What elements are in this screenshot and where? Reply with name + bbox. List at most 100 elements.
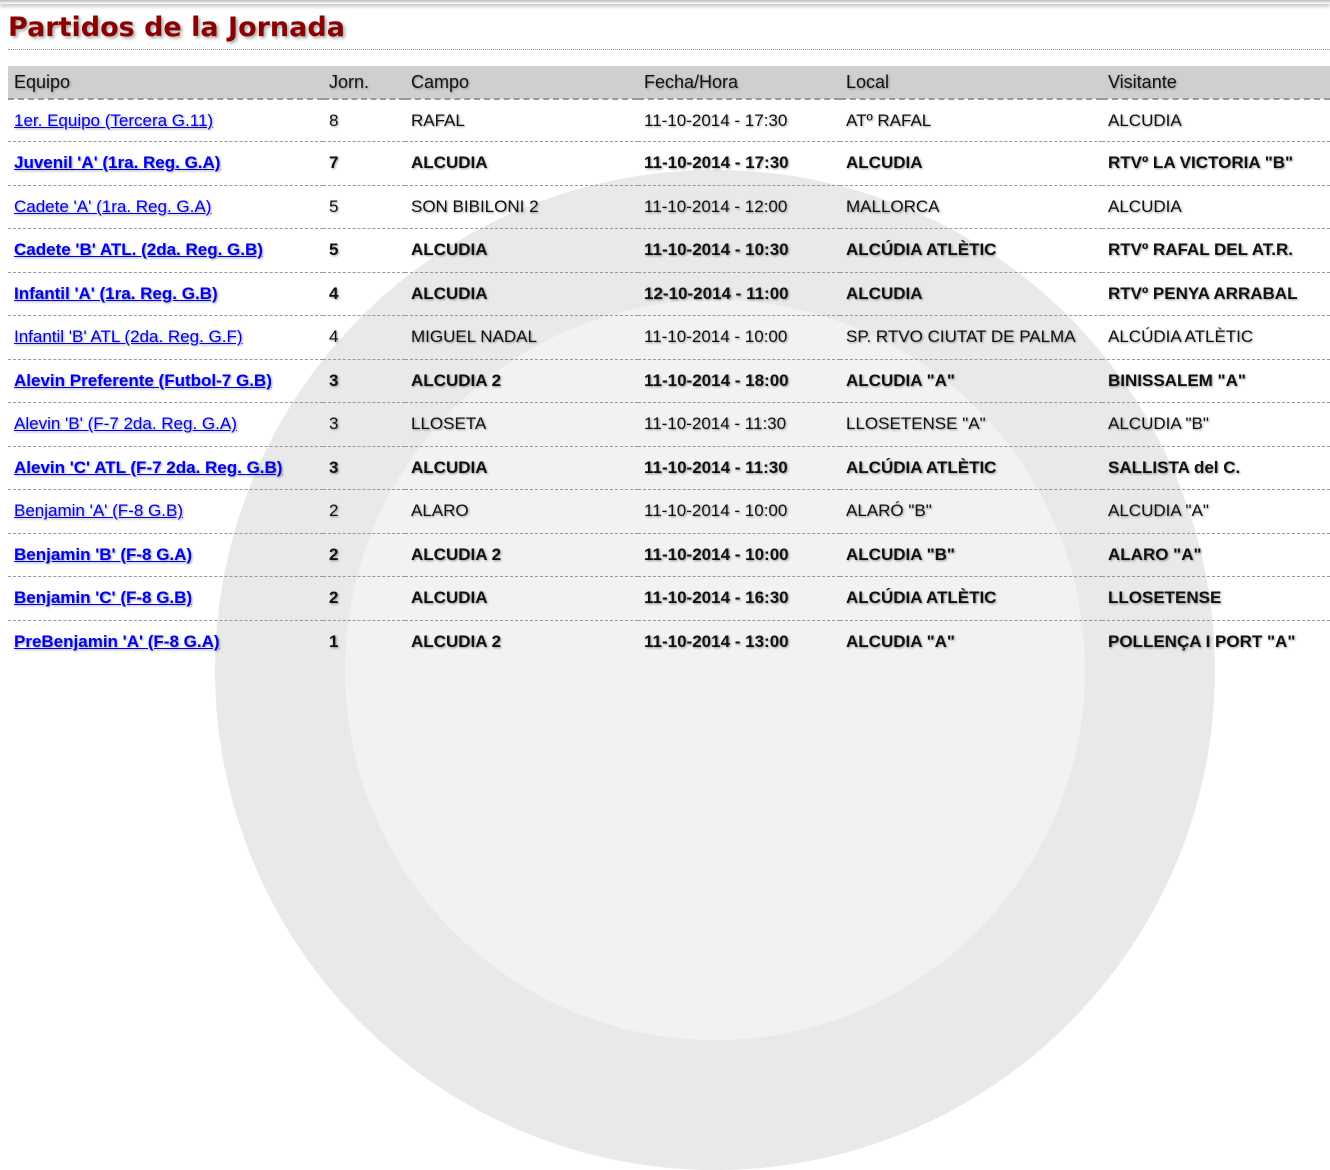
team-link[interactable]: PreBenjamin 'A' (F-8 G.A) bbox=[14, 631, 220, 651]
cell-equipo: Benjamin 'B' (F-8 G.A) bbox=[8, 532, 323, 577]
cell-campo: ALCUDIA bbox=[405, 228, 638, 272]
page-title: Partidos de la Jornada bbox=[8, 12, 345, 43]
cell-jorn: 2 bbox=[323, 532, 405, 577]
cell-campo: ALCUDIA bbox=[405, 576, 638, 620]
team-link[interactable]: Alevin 'C' ATL (F-7 2da. Reg. G.B) bbox=[14, 457, 283, 477]
cell-fecha: 11-10-2014 - 10:00 bbox=[638, 532, 840, 577]
cell-fecha: 11-10-2014 - 18:00 bbox=[638, 358, 840, 403]
cell-local: ALCÚDIA ATLÈTIC bbox=[840, 228, 1102, 272]
table-row: Alevin Preferente (Futbol-7 G.B) 3 ALCUDIA… bbox=[8, 358, 1330, 403]
cell-equipo: Infantil 'B' ATL (2da. Reg. G.F) bbox=[8, 315, 323, 359]
cell-visitante: ALCUDIA "B" bbox=[1102, 402, 1330, 446]
table-row: Benjamin 'C' (F-8 G.B) 2 ALCUDIA 11-10-2014… bbox=[8, 576, 1330, 620]
cell-campo: ALARO bbox=[405, 489, 638, 533]
table-row: PreBenjamin 'A' (F-8 G.A) 1 ALCUDIA 2 11-10… bbox=[8, 619, 1330, 663]
cell-visitante: RTVº LA VICTORIA "B" bbox=[1102, 141, 1330, 185]
cell-visitante: ALCUDIA bbox=[1102, 184, 1330, 229]
cell-fecha: 12-10-2014 - 11:00 bbox=[638, 271, 840, 316]
table-row: Cadete 'B' ATL. (2da. Reg. G.B) 5 ALCUDIA 1… bbox=[8, 228, 1330, 272]
cell-campo: LLOSETA bbox=[405, 402, 638, 446]
team-link[interactable]: 1er. Equipo (Tercera G.11) bbox=[14, 110, 214, 130]
cell-campo: ALCUDIA 2 bbox=[405, 619, 638, 663]
cell-local: ALCUDIA "B" bbox=[840, 532, 1102, 577]
table-row: Infantil 'A' (1ra. Reg. G.B) 4 ALCUDIA 12-1… bbox=[8, 271, 1330, 316]
cell-equipo: Alevin 'B' (F-7 2da. Reg. G.A) bbox=[8, 402, 323, 446]
cell-equipo: Infantil 'A' (1ra. Reg. G.B) bbox=[8, 271, 323, 316]
cell-campo: ALCUDIA bbox=[405, 141, 638, 185]
cell-fecha: 11-10-2014 - 10:00 bbox=[638, 489, 840, 533]
col-visitante: Visitante bbox=[1102, 66, 1330, 99]
cell-campo: RAFAL bbox=[405, 98, 638, 142]
cell-local: ALCÚDIA ATLÈTIC bbox=[840, 445, 1102, 490]
team-link[interactable]: Alevin 'B' (F-7 2da. Reg. G.A) bbox=[14, 414, 237, 434]
cell-jorn: 1 bbox=[323, 619, 405, 663]
cell-visitante: RTVº RAFAL DEL AT.R. bbox=[1102, 228, 1330, 272]
cell-visitante: POLLENÇA I PORT "A" bbox=[1102, 619, 1330, 663]
cell-jorn: 4 bbox=[323, 315, 405, 359]
cell-local: ALARÓ "B" bbox=[840, 489, 1102, 533]
cell-local: LLOSETENSE "A" bbox=[840, 402, 1102, 446]
cell-local: MALLORCA bbox=[840, 184, 1102, 229]
team-link[interactable]: Cadete 'B' ATL. (2da. Reg. G.B) bbox=[14, 240, 263, 260]
cell-visitante: ALCUDIA bbox=[1102, 98, 1330, 142]
cell-local: SP. RTVO CIUTAT DE PALMA bbox=[840, 315, 1102, 359]
cell-visitante: SALLISTA del C. bbox=[1102, 445, 1330, 490]
title-divider bbox=[8, 49, 1330, 50]
team-link[interactable]: Juvenil 'A' (1ra. Reg. G.A) bbox=[14, 153, 221, 173]
cell-campo: ALCUDIA bbox=[405, 271, 638, 316]
cell-fecha: 11-10-2014 - 10:00 bbox=[638, 315, 840, 359]
table-row: 1er. Equipo (Tercera G.11) 8 RAFAL 11-10-20… bbox=[8, 98, 1330, 142]
cell-jorn: 3 bbox=[323, 402, 405, 446]
cell-equipo: Benjamin 'A' (F-8 G.B) bbox=[8, 489, 323, 533]
cell-visitante: ALCUDIA "A" bbox=[1102, 489, 1330, 533]
team-link[interactable]: Benjamin 'B' (F-8 G.A) bbox=[14, 544, 193, 564]
cell-jorn: 5 bbox=[323, 228, 405, 272]
cell-fecha: 11-10-2014 - 11:30 bbox=[638, 445, 840, 490]
cell-fecha: 11-10-2014 - 10:30 bbox=[638, 228, 840, 272]
table-row: Alevin 'C' ATL (F-7 2da. Reg. G.B) 3 ALCUD… bbox=[8, 445, 1330, 490]
cell-fecha: 11-10-2014 - 12:00 bbox=[638, 184, 840, 229]
cell-local: ALCÚDIA ATLÈTIC bbox=[840, 576, 1102, 620]
table-row: Juvenil 'A' (1ra. Reg. G.A) 7 ALCUDIA 11-10… bbox=[8, 141, 1330, 185]
cell-equipo: 1er. Equipo (Tercera G.11) bbox=[8, 98, 323, 142]
cell-campo: SON BIBILONI 2 bbox=[405, 184, 638, 229]
cell-campo: ALCUDIA 2 bbox=[405, 532, 638, 577]
table-row: Cadete 'A' (1ra. Reg. G.A) 5 SON BIBILONI … bbox=[8, 184, 1330, 229]
top-bar bbox=[0, 0, 1330, 4]
cell-visitante: ALCÚDIA ATLÈTIC bbox=[1102, 315, 1330, 359]
cell-visitante: RTVº PENYA ARRABAL bbox=[1102, 271, 1330, 316]
cell-fecha: 11-10-2014 - 17:30 bbox=[638, 98, 840, 142]
cell-jorn: 7 bbox=[323, 141, 405, 185]
table-row: Alevin 'B' (F-7 2da. Reg. G.A) 3 LLOSETA 11… bbox=[8, 402, 1330, 446]
team-link[interactable]: Infantil 'B' ATL (2da. Reg. G.F) bbox=[14, 327, 243, 347]
cell-fecha: 11-10-2014 - 17:30 bbox=[638, 141, 840, 185]
team-link[interactable]: Benjamin 'A' (F-8 G.B) bbox=[14, 501, 183, 521]
table-header: Equipo Jorn. Campo Fecha/Hora Local Visi… bbox=[8, 66, 1330, 99]
cell-visitante: ALARO "A" bbox=[1102, 532, 1330, 577]
cell-local: ATº RAFAL bbox=[840, 98, 1102, 142]
table-row: Benjamin 'A' (F-8 G.B) 2 ALARO 11-10-2014 -… bbox=[8, 489, 1330, 533]
col-campo: Campo bbox=[405, 66, 638, 99]
cell-jorn: 2 bbox=[323, 489, 405, 533]
team-link[interactable]: Alevin Preferente (Futbol-7 G.B) bbox=[14, 370, 272, 390]
cell-visitante: LLOSETENSE bbox=[1102, 576, 1330, 620]
team-link[interactable]: Infantil 'A' (1ra. Reg. G.B) bbox=[14, 283, 218, 303]
cell-equipo: Alevin 'C' ATL (F-7 2da. Reg. G.B) bbox=[8, 445, 323, 490]
cell-equipo: Benjamin 'C' (F-8 G.B) bbox=[8, 576, 323, 620]
table-row: Benjamin 'B' (F-8 G.A) 2 ALCUDIA 2 11-10-20… bbox=[8, 532, 1330, 577]
team-link[interactable]: Cadete 'A' (1ra. Reg. G.A) bbox=[14, 196, 212, 216]
table-row: Infantil 'B' ATL (2da. Reg. G.F) 4 MIGUEL … bbox=[8, 315, 1330, 359]
cell-fecha: 11-10-2014 - 16:30 bbox=[638, 576, 840, 620]
matches-table: Equipo Jorn. Campo Fecha/Hora Local Visi… bbox=[8, 66, 1330, 663]
col-local: Local bbox=[840, 66, 1102, 99]
cell-jorn: 4 bbox=[323, 271, 405, 316]
cell-jorn: 8 bbox=[323, 98, 405, 142]
cell-visitante: BINISSALEM "A" bbox=[1102, 358, 1330, 403]
cell-equipo: Alevin Preferente (Futbol-7 G.B) bbox=[8, 358, 323, 403]
team-link[interactable]: Benjamin 'C' (F-8 G.B) bbox=[14, 588, 193, 608]
cell-local: ALCUDIA bbox=[840, 271, 1102, 316]
cell-fecha: 11-10-2014 - 11:30 bbox=[638, 402, 840, 446]
cell-equipo: Juvenil 'A' (1ra. Reg. G.A) bbox=[8, 141, 323, 185]
cell-jorn: 3 bbox=[323, 445, 405, 490]
cell-local: ALCUDIA "A" bbox=[840, 619, 1102, 663]
